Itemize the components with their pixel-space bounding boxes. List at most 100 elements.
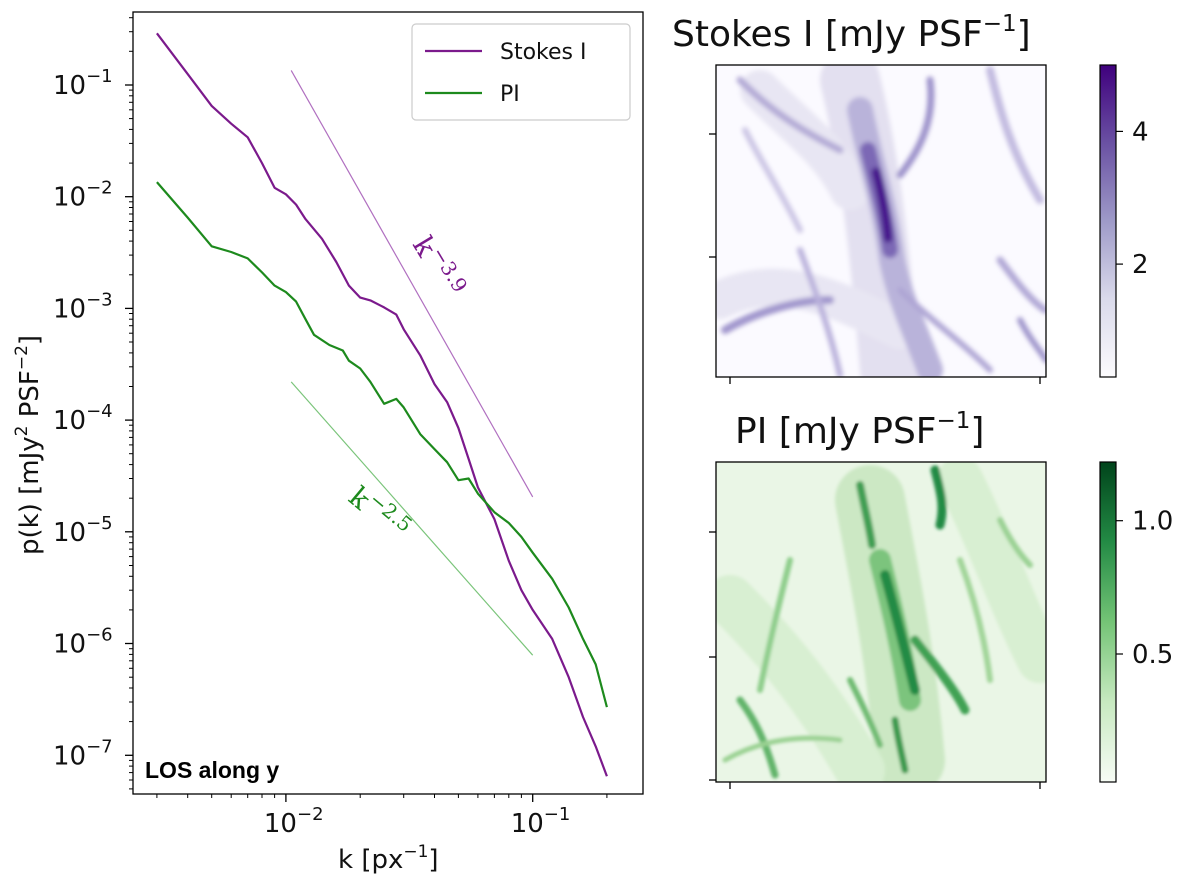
pi-filament: [722, 735, 843, 763]
pi-filament: [736, 696, 779, 779]
stokes-i-filament: [897, 287, 993, 373]
stokes-i-filament: [797, 247, 843, 377]
stokes-i-title-main: Stokes I [mJy PSF: [672, 14, 983, 55]
y-tick-label: 10−4: [53, 401, 113, 436]
x-tick-label-base: 10: [511, 809, 544, 839]
y-axis-ticks: 10−110−210−310−410−510−610−7: [53, 17, 133, 790]
stokes-i-haze-2: [740, 70, 870, 210]
y-tick-label: 10−5: [53, 513, 113, 548]
pi-filament: [856, 481, 876, 549]
stokes-i-core: [871, 167, 893, 243]
stokes-i-filament: [736, 76, 844, 154]
pi-title: PI [mJy PSF−1]: [735, 408, 984, 452]
legend-box: [411, 23, 631, 121]
pi-filament: [757, 557, 793, 693]
y-tick-label-exp: −7: [86, 736, 113, 757]
stokes-i-filament: [996, 256, 1046, 314]
pi-filament: [880, 570, 920, 695]
stokes-i-filament: [742, 127, 803, 233]
stokes-i-frame: [715, 64, 1047, 378]
pi-filament: [997, 517, 1033, 568]
x-tick-label-base: 10: [264, 809, 297, 839]
pi-colorbar-ramp: [1099, 461, 1117, 783]
y-axis-label: p(k) [mJy2 PSF−2]: [12, 335, 45, 555]
pi-haze-3: [937, 462, 1046, 683]
y-axis-label-mid: PSF: [15, 370, 45, 425]
pi-filaments: [716, 462, 1046, 782]
series-line-stokes-i: [156, 32, 608, 777]
x-axis-label-end: ]: [428, 845, 438, 875]
pi-filament: [847, 677, 883, 748]
x-tick-label-exp: −1: [544, 804, 571, 825]
y-tick-label-base: 10: [53, 406, 86, 436]
reference-line-stokes: [290, 70, 534, 498]
series-line-pi: [156, 181, 608, 708]
slope-label-pi: k−2.5: [343, 476, 418, 547]
y-tick-label-base: 10: [53, 741, 86, 771]
y-tick-label-base: 10: [53, 630, 86, 660]
stokes-i-colorbar-ramp: [1099, 64, 1117, 378]
pi-filament: [910, 635, 970, 715]
y-tick-label-exp: −1: [86, 66, 113, 87]
pi-haze-2: [716, 575, 885, 782]
plot-frame: [132, 11, 644, 795]
y-tick-label-exp: −5: [86, 513, 113, 534]
legend: Stokes I PI: [411, 23, 631, 121]
colorbar-tick-label: 0.5: [1132, 640, 1173, 670]
stokes-i-title-sup: −1: [983, 11, 1017, 37]
y-tick-label: 10−1: [53, 66, 113, 101]
pi-title-main: PI [mJy PSF: [735, 411, 937, 452]
pi-panel: PI [mJy PSF−1]: [709, 408, 1173, 789]
stokes-i-colorbar-ticks: 42: [1116, 117, 1149, 280]
y-tick-label: 10−6: [53, 625, 113, 660]
pi-filament: [957, 557, 993, 683]
pi-filament: [930, 465, 947, 530]
legend-label-pi: PI: [500, 82, 520, 107]
colorbar-tick-label: 4: [1132, 117, 1149, 147]
pi-title-sup: −1: [937, 408, 971, 434]
stokes-i-haze-3: [716, 268, 919, 349]
x-tick-label: 10−1: [511, 804, 571, 839]
legend-label-stokes: Stokes I: [500, 40, 587, 65]
series-lines: [156, 32, 608, 777]
y-tick-label-base: 10: [53, 518, 86, 548]
x-axis-ticks: 10−2 10−1: [156, 794, 608, 839]
reference-lines: [290, 70, 534, 656]
y-tick-label-base: 10: [53, 183, 86, 213]
x-axis-label-sup: −1: [403, 842, 428, 862]
y-axis-label-end: ]: [15, 335, 45, 345]
y-tick-label-exp: −3: [86, 289, 113, 310]
slope-label-stokes-exp: −3.9: [427, 243, 473, 297]
y-tick-label-base: 10: [53, 294, 86, 324]
y-axis-label-main: p(k) [mJy: [15, 436, 45, 555]
los-label: LOS along y: [145, 757, 279, 783]
pi-frame: [715, 461, 1047, 783]
stokes-i-colorbar: 42: [1099, 64, 1149, 378]
pi-filament: [891, 716, 909, 774]
stokes-i-title: Stokes I [mJy PSF−1]: [672, 11, 1031, 55]
y-tick-label: 10−7: [53, 736, 113, 771]
y-tick-label-exp: −4: [86, 401, 113, 422]
y-tick-label-exp: −6: [86, 625, 113, 646]
pi-colorbar: 1.0 0.5: [1099, 461, 1173, 783]
pi-heatmap: [716, 462, 1046, 782]
stokes-i-title-end: ]: [1017, 14, 1031, 55]
x-axis-label: k [px−1]: [338, 842, 439, 875]
x-tick-label: 10−2: [264, 804, 324, 839]
stokes-i-filament: [986, 66, 1044, 204]
y-tick-label-exp: −2: [86, 178, 113, 199]
reference-line-pi: [290, 381, 534, 656]
y-tick-label-base: 10: [53, 71, 86, 101]
y-axis-label-sup2: −2: [12, 345, 32, 370]
stokes-i-filaments: [716, 65, 1046, 377]
stokes-i-filament: [1017, 317, 1046, 363]
power-spectrum-plot: 10−2 10−1 10−110−210−310−410−510−610−7 k−…: [12, 11, 644, 875]
y-tick-label: 10−3: [53, 289, 113, 324]
stokes-i-panel: Stokes I [mJy PSF−1]: [672, 11, 1149, 384]
pi-colorbar-ticks: 1.0 0.5: [1116, 507, 1173, 670]
stokes-i-heatmap: [716, 65, 1046, 377]
y-tick-label: 10−2: [53, 178, 113, 213]
colorbar-tick-label: 1.0: [1132, 507, 1173, 537]
x-tick-label-exp: −2: [297, 804, 324, 825]
